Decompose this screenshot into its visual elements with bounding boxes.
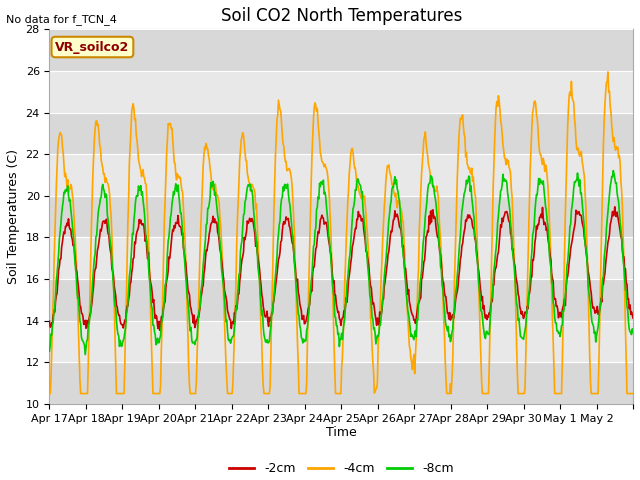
Bar [49,362,633,404]
X-axis label: Time: Time [326,426,356,440]
Bar [49,154,633,196]
Legend: -2cm, -4cm, -8cm: -2cm, -4cm, -8cm [224,457,459,480]
Bar [49,71,633,112]
Title: Soil CO2 North Temperatures: Soil CO2 North Temperatures [221,7,462,25]
Bar [49,321,633,362]
Bar [49,196,633,238]
Bar [49,279,633,321]
Bar [49,238,633,279]
Y-axis label: Soil Temperatures (C): Soil Temperatures (C) [7,149,20,284]
Text: VR_soilco2: VR_soilco2 [55,40,129,53]
Bar [49,29,633,71]
Bar [49,112,633,154]
Text: No data for f_TCN_4: No data for f_TCN_4 [6,14,117,25]
